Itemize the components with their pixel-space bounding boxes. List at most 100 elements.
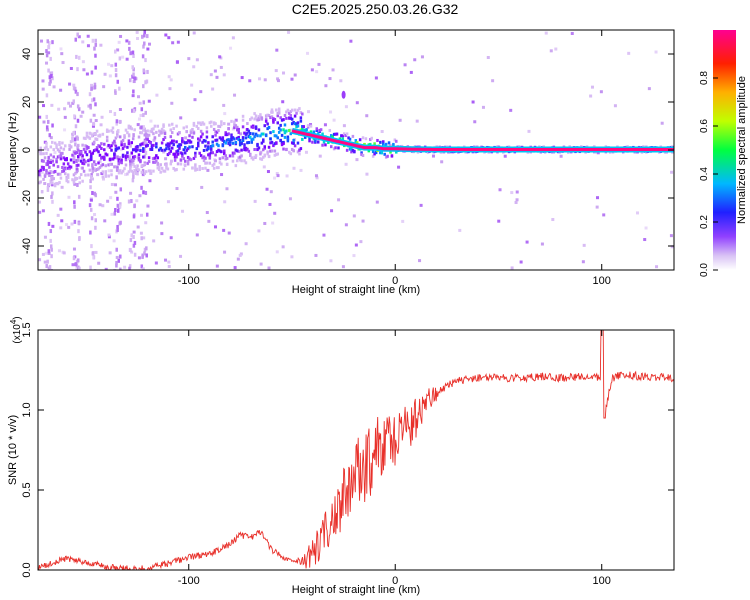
spectrogram-cell — [241, 114, 245, 118]
spectrogram-cell — [205, 135, 209, 139]
spectrogram-cell — [144, 80, 147, 85]
spectrogram-cell — [172, 143, 175, 147]
spectrogram-cell — [71, 136, 74, 140]
spectrogram-cell — [140, 185, 143, 190]
spectrogram-cell — [125, 57, 129, 61]
spectrogram-cell — [45, 151, 48, 155]
spectrogram-cell — [48, 81, 51, 86]
spectrogram-cell — [94, 102, 97, 107]
spectrogram-cell — [292, 138, 295, 142]
spectrogram-cell — [120, 143, 123, 147]
spectrogram-cell — [132, 171, 135, 176]
spectrogram-cell — [155, 145, 158, 149]
spectrogram-cell — [275, 172, 279, 176]
spectrogram-cell — [103, 157, 106, 161]
spectrogram-cell — [157, 167, 161, 171]
spectrogram-cell — [254, 154, 258, 158]
spectrogram-cell — [277, 109, 281, 113]
spectrogram-cell — [295, 125, 298, 129]
spectrogram-cell — [82, 147, 86, 151]
spectrogram-cell — [89, 118, 93, 123]
spectrogram-cell — [113, 153, 116, 157]
spectrogram-cell — [188, 139, 191, 143]
spectrogram-cell — [110, 212, 114, 216]
spectrogram-xtick-label: -100 — [178, 275, 200, 287]
spectrogram-cell — [68, 82, 72, 86]
spectrogram-cell — [345, 132, 349, 136]
spectrogram-cell — [384, 155, 388, 159]
spectrogram-cell — [74, 37, 78, 42]
spectrogram-cell — [301, 127, 304, 131]
spectrogram-cell — [281, 245, 285, 249]
spectrogram-cell — [144, 133, 148, 137]
spectrogram-cell — [93, 191, 97, 196]
spectrogram-cell — [267, 154, 271, 158]
spectrogram-cell — [481, 105, 485, 109]
spectrogram-cell — [120, 171, 123, 175]
spectrogram-cell — [131, 148, 135, 152]
spectrogram-cell — [525, 240, 529, 244]
spectrogram-cell — [207, 219, 211, 223]
spectrogram-cell — [270, 140, 274, 144]
spectrogram-cell — [256, 134, 259, 138]
spectrogram-cell — [135, 199, 139, 203]
spectrogram-cell — [172, 139, 175, 143]
spectrogram-cell — [89, 207, 93, 212]
spectrogram-cell — [47, 68, 50, 73]
spectrogram-cell — [279, 123, 282, 127]
spectrogram-cell — [41, 252, 45, 256]
spectrogram-cell — [308, 139, 311, 143]
spectrogram-cell — [60, 185, 64, 189]
spectrogram-cell — [224, 141, 227, 145]
spectrogram-cell — [194, 151, 197, 155]
spectrogram-cell — [89, 230, 92, 235]
spectrogram-cell — [256, 142, 259, 146]
spectrogram-cell — [636, 211, 640, 215]
spectrogram-cell — [48, 75, 52, 80]
spectrogram-cell — [104, 267, 108, 270]
spectrogram-cell — [303, 129, 307, 133]
spectrogram-cell — [286, 135, 290, 139]
spectrogram-cell — [116, 130, 119, 134]
spectrogram-cell — [170, 141, 174, 145]
spectrogram-cell — [110, 169, 113, 173]
spectrogram-cell — [141, 254, 144, 259]
spectrogram-cell — [115, 167, 119, 172]
spectrogram-cell — [250, 116, 253, 120]
spectrogram-cell — [132, 53, 135, 58]
spectrogram-cell — [166, 144, 170, 148]
spectrogram-cell — [282, 147, 285, 151]
spectrogram-cell — [116, 227, 119, 232]
spectrogram-cell — [263, 78, 267, 82]
spectrogram-cell — [361, 219, 365, 223]
spectrogram-cell — [78, 150, 81, 154]
spectrogram-cell — [272, 117, 275, 121]
spectrogram-x-ticks: -100 0 100 — [178, 30, 611, 287]
spectrogram-cell — [136, 167, 139, 171]
spectrogram-cell — [40, 190, 44, 194]
spectrogram-cell — [151, 157, 155, 161]
spectrogram-cell — [91, 251, 95, 256]
spectrogram-cell — [243, 148, 246, 152]
spectrogram-cell — [272, 120, 275, 124]
spectrogram-cell — [157, 133, 161, 137]
spectrogram-cell — [347, 136, 350, 140]
spectrogram-cell — [139, 213, 143, 217]
spectrogram-cell — [223, 152, 226, 156]
snr-yscale-exponent: 4 — [9, 319, 18, 324]
spectrogram-cell — [124, 163, 128, 167]
spectrogram-cell — [116, 79, 120, 84]
spectrogram-cell — [69, 66, 73, 70]
spectrogram-cell — [222, 73, 226, 77]
spectrogram-cell — [349, 39, 353, 43]
spectrogram-cell — [165, 143, 168, 147]
spectrogram-cell — [225, 138, 229, 142]
spectrogram-cell — [273, 153, 277, 157]
spectrogram-cell — [224, 157, 227, 161]
spectrogram-cell — [286, 139, 290, 143]
spectrogram-cell — [77, 144, 80, 148]
spectrogram-cell — [253, 199, 257, 203]
spectrogram-cell — [344, 223, 348, 227]
spectrogram-cell — [283, 135, 287, 139]
spectrogram-cell — [128, 264, 132, 269]
